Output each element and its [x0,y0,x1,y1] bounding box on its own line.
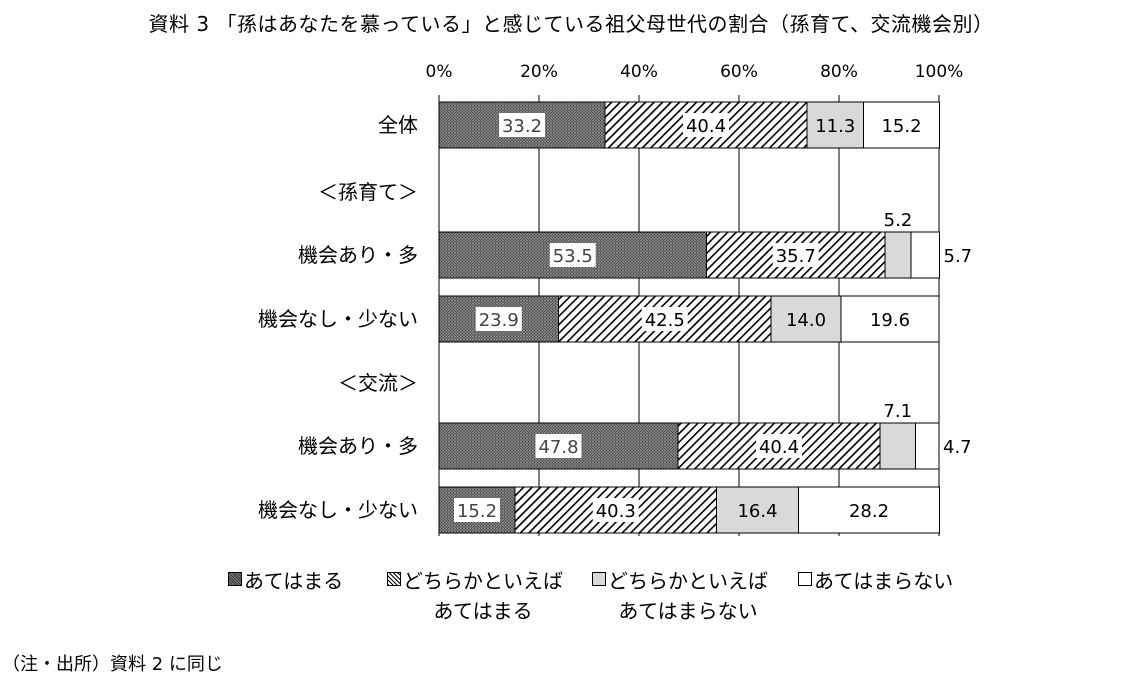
data-label: 28.2 [849,501,889,522]
bar-segment [716,486,799,534]
stacked-bar-chart: 0% 20% 40% 60% 80% 100% 全体 33.2 40.4 11.3 15.2 ＜孫育て… [258,62,973,536]
data-label-bg [535,434,582,458]
legend-swatch [798,572,812,586]
bar-segment [770,295,842,343]
bar-segment [884,231,912,279]
data-label: 40.4 [759,437,799,458]
data-label: 7.1 [883,401,912,422]
data-label: 14.0 [786,310,826,331]
data-label: 4.7 [943,437,972,458]
data-label: 11.3 [815,116,855,137]
legend-label: あてはまる [244,569,344,593]
group-header-label: ＜交流＞ [338,371,418,395]
x-tick-label: 80% [820,62,858,82]
data-label: 35.7 [776,246,816,267]
category-label: 機会なし・少ない [258,307,418,331]
legend-item: どちらかといえば あてはまる [387,566,563,626]
bar-segment [438,486,516,534]
x-tick-label: 20% [520,62,558,82]
x-tick-label: 100% [915,62,964,82]
data-label: 40.3 [596,501,636,522]
legend-swatch [387,572,401,586]
data-label-bg [756,434,802,458]
bar-segment [910,231,940,279]
bar-segment [798,486,940,534]
data-label: 16.4 [737,501,777,522]
data-label: 5.2 [884,210,913,231]
note: （注・出所）資料 2 に同じ [2,654,223,675]
data-label-bg [475,307,522,331]
x-tick-label: 0% [426,62,453,82]
data-label: 15.2 [881,116,921,137]
data-label: 40.4 [686,116,726,137]
data-label: 47.8 [538,437,578,458]
x-tick-label: 60% [720,62,758,82]
bar-segment [915,422,940,470]
legend-swatch [592,572,606,586]
bar-segment [438,231,707,279]
data-label-bg [592,498,639,522]
data-label-bg [683,113,729,137]
data-label: 15.2 [457,501,497,522]
data-label: 23.9 [479,310,519,331]
data-label: 19.6 [870,310,910,331]
legend-label: どちらかといえば あてはまる [403,569,563,623]
chart-title: 資料 3 「孫はあなたを慕っている」と感じている祖父母世代の割合（孫育て、交流機… [148,12,994,36]
category-label: 機会なし・少ない [258,498,418,522]
data-label-bg [454,498,500,522]
legend-item: どちらかといえば あてはまらない [592,566,768,626]
category-label: 機会あり・多 [298,243,418,267]
bar-segment [863,101,940,149]
data-label: 33.2 [502,116,542,137]
data-label: 53.5 [553,246,593,267]
category-label: 全体 [378,113,418,137]
legend-item: あてはまらない [798,566,953,596]
legend-label: あてはまらない [814,569,954,593]
data-label-bg [772,243,819,267]
data-label: 5.7 [944,246,973,267]
data-label-bg [549,243,596,267]
legend-label: どちらかといえば あてはまらない [608,569,768,623]
x-tick-label: 40% [620,62,658,82]
legend-swatch [228,572,242,586]
legend-item: あてはまる [228,566,343,596]
bar-segment [840,295,940,343]
data-label-bg [641,307,688,331]
category-label: 機会あり・多 [298,434,418,458]
bar-segment [879,422,916,470]
data-label: 42.5 [645,310,685,331]
data-label-bg [499,113,545,137]
bar-segment [806,101,864,149]
group-header-label: ＜孫育て＞ [318,180,418,204]
